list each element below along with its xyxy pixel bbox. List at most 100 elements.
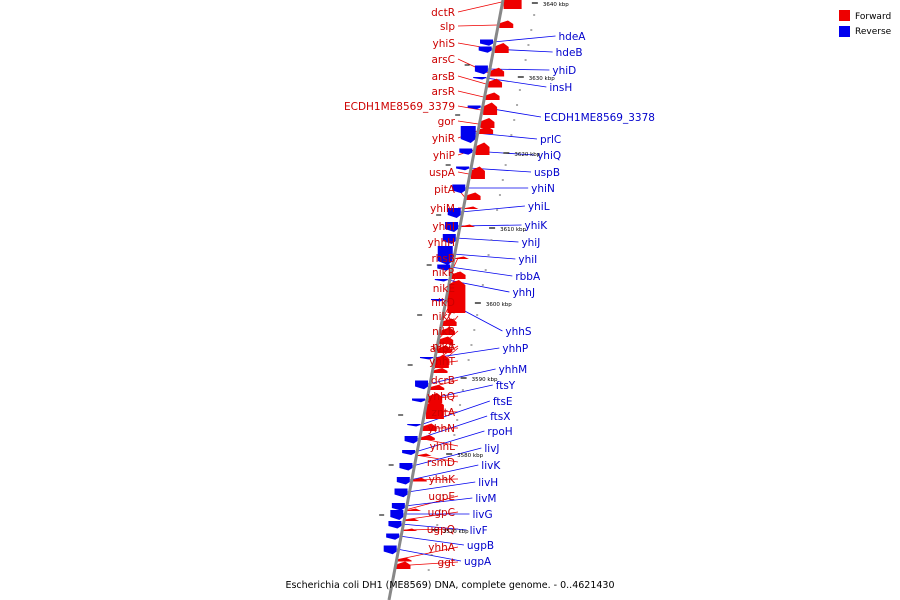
forward-gene-feature-10 <box>470 166 485 179</box>
reverse-gene-feature-15 <box>431 299 444 302</box>
legend-forward-label: Forward <box>855 12 891 22</box>
forward-gene-label-2: yhiS <box>433 38 456 50</box>
forward-gene-feature-11 <box>466 192 481 200</box>
forward-gene-label-9: yhiP <box>433 150 455 162</box>
reverse-gene-label-28: ugpB <box>467 540 494 552</box>
reverse-leader-line-22 <box>412 447 482 467</box>
reverse-gene-feature-13 <box>437 264 451 271</box>
forward-gene-feature-12 <box>464 206 479 209</box>
forward-gene-feature-7 <box>480 118 495 128</box>
reverse-gene-label-9: yhiL <box>528 201 550 213</box>
forward-gene-label-12: yhiM <box>430 203 455 215</box>
forward-gene-feature-1 <box>499 20 514 28</box>
legend-reverse-label: Reverse <box>855 27 892 37</box>
forward-gene-feature-26 <box>425 400 444 419</box>
reverse-gene-label-27: livF <box>470 525 488 537</box>
reverse-gene-label-12: yhiI <box>518 254 537 266</box>
forward-gene-label-0: dctR <box>431 7 455 19</box>
genome-caption: Escherichia coli DH1 (ME8569) DNA, compl… <box>285 580 614 591</box>
reverse-gene-feature-3 <box>473 77 487 80</box>
forward-gene-label-11: pitA <box>434 184 456 196</box>
forward-gene-label-35: ggt <box>438 557 455 569</box>
legend-reverse-swatch <box>839 26 850 37</box>
forward-gene-feature-29 <box>417 453 432 456</box>
forward-leader-line-5 <box>457 90 484 98</box>
reverse-leader-line-9 <box>460 205 525 213</box>
reverse-leader-line-0 <box>492 35 556 43</box>
scale-tick-label-1: 3630 kbp <box>529 76 555 82</box>
forward-leader-line-6 <box>457 105 482 111</box>
forward-gene-label-19: nikC <box>432 311 455 323</box>
reverse-gene-label-1: hdeB <box>556 47 583 59</box>
reverse-gene-feature-20 <box>404 436 418 444</box>
forward-leader-line-1 <box>457 24 498 27</box>
reverse-leader-line-23 <box>409 464 479 481</box>
forward-gene-label-26: zntA <box>432 407 456 419</box>
forward-gene-feature-4 <box>488 78 503 88</box>
reverse-gene-feature-10 <box>445 222 459 232</box>
forward-gene-feature-3 <box>490 67 505 77</box>
scale-tick-label-3: 3610 kbp <box>500 227 526 233</box>
forward-gene-feature-32 <box>405 518 420 521</box>
reverse-gene-label-25: livM <box>475 493 496 505</box>
gene-features <box>383 0 522 569</box>
forward-gene-label-23: yhhT <box>429 356 456 368</box>
reverse-gene-label-19: ftsE <box>493 396 513 408</box>
reverse-gene-feature-8 <box>452 184 466 194</box>
forward-gene-feature-5 <box>485 92 500 100</box>
reverse-gene-label-29: ugpA <box>464 556 492 568</box>
reverse-gene-feature-19 <box>407 424 421 427</box>
scale-tick-label-5: 3590 kbp <box>472 377 498 383</box>
forward-gene-label-15: rhsB <box>432 253 455 265</box>
forward-gene-label-7: gor <box>438 116 456 128</box>
forward-gene-label-18: nikD <box>431 297 455 309</box>
reverse-gene-label-13: rbbA <box>515 271 541 283</box>
reverse-gene-label-23: livK <box>481 460 501 472</box>
forward-gene-label-17: nikE <box>433 283 455 295</box>
reverse-gene-label-2: yhiD <box>552 65 576 77</box>
forward-gene-label-24: dcrB <box>431 375 455 387</box>
forward-gene-label-8: yhiR <box>432 133 455 145</box>
forward-gene-label-13: yhhI <box>432 221 455 233</box>
scale-tick-label-4: 3600 kbp <box>486 302 512 308</box>
forward-gene-feature-13 <box>461 224 476 227</box>
reverse-gene-feature-9 <box>447 208 461 218</box>
forward-gene-feature-0 <box>503 0 522 9</box>
reverse-gene-label-20: ftsX <box>490 411 510 423</box>
forward-gene-feature-19 <box>439 336 454 344</box>
forward-gene-label-32: ugpC <box>428 507 455 519</box>
forward-gene-label-20: nikB <box>432 326 455 338</box>
genome-axis-line <box>387 0 505 600</box>
forward-gene-label-5: arsR <box>431 86 455 98</box>
forward-gene-feature-18 <box>440 327 455 335</box>
reverse-gene-feature-18 <box>412 398 425 403</box>
reverse-leader-line-29 <box>396 548 462 562</box>
forward-gene-label-3: arsC <box>431 54 455 66</box>
forward-gene-label-29: rsmD <box>427 457 455 469</box>
tick-marks <box>379 2 538 571</box>
reverse-gene-label-18: ftsY <box>496 380 516 392</box>
reverse-gene-feature-11 <box>442 234 456 244</box>
reverse-leader-line-25 <box>404 497 473 507</box>
forward-gene-label-21: nikA <box>432 341 456 353</box>
reverse-leader-line-13 <box>450 266 513 277</box>
forward-gene-feature-28 <box>420 435 435 440</box>
reverse-gene-label-6: yhiQ <box>537 150 561 162</box>
reverse-leader-line-27 <box>401 523 467 531</box>
reverse-gene-feature-4 <box>467 105 481 110</box>
forward-gene-label-34: yhhA <box>428 542 456 554</box>
forward-gene-feature-22 <box>433 368 448 373</box>
reverse-gene-label-21: rpoH <box>487 426 512 438</box>
reverse-leader-line-19 <box>420 400 490 426</box>
forward-gene-feature-27 <box>422 423 437 431</box>
reverse-gene-label-24: livH <box>478 477 498 489</box>
forward-gene-feature-25 <box>428 393 443 403</box>
forward-leader-line-32 <box>403 511 459 521</box>
forward-leader-line-10 <box>457 171 470 175</box>
forward-gene-label-16: nikR <box>432 267 455 279</box>
reverse-gene-feature-21 <box>402 450 416 455</box>
forward-gene-feature-23 <box>434 358 449 368</box>
forward-gene-label-30: yhhK <box>429 474 457 486</box>
forward-gene-feature-33 <box>403 528 418 531</box>
reverse-gene-label-10: yhiK <box>525 220 549 232</box>
